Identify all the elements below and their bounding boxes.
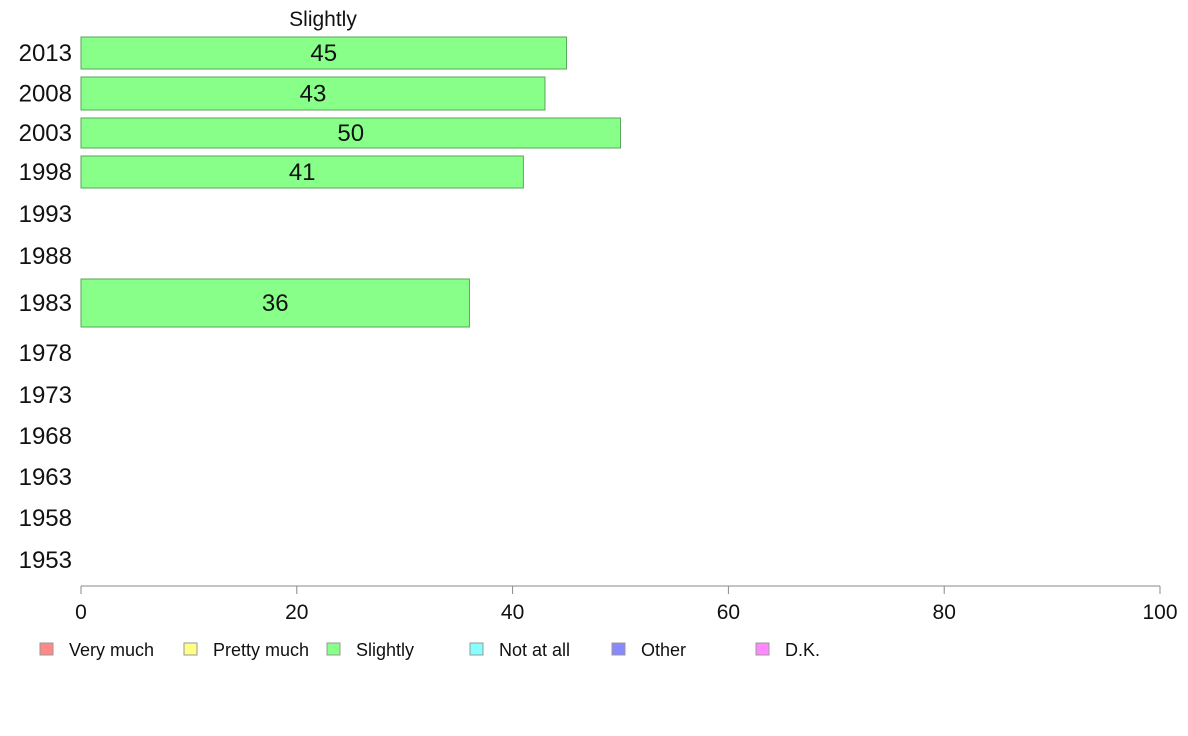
bar-1998 [80,155,524,189]
y-tick-label-1983: 1983 [19,290,72,317]
x-tick-label-100: 100 [1142,601,1177,624]
y-tick-label-1958: 1958 [19,505,72,532]
legend-label-5: D.K. [785,640,820,660]
y-tick-label-1968: 1968 [19,423,72,450]
bar-value-label-1983: 36 [262,290,289,317]
y-tick-label-2013: 2013 [19,40,72,67]
legend-label-1: Pretty much [213,640,309,660]
x-tick-label-60: 60 [717,601,740,624]
y-tick-label-2008: 2008 [19,81,72,108]
legend-swatch-4 [611,642,626,656]
legend-label-4: Other [641,640,686,660]
legend-swatch-3 [469,642,484,656]
bar-value-label-2003: 50 [337,120,364,147]
legend: Very much Pretty much Slightly Not at all Ot… [39,640,820,660]
bar-2013 [80,36,568,70]
y-tick-label-2003: 2003 [19,120,72,147]
legend-label-2: Slightly [356,640,414,660]
x-axis: 0 20 40 60 80 100 [75,585,1178,624]
y-tick-label-1953: 1953 [19,547,72,574]
legend-swatch-1 [183,642,198,656]
bar-2008 [80,76,546,111]
bar-value-label-2013: 45 [310,40,337,67]
x-tick-label-80: 80 [933,601,956,624]
legend-label-0: Very much [69,640,154,660]
bar-value-label-1998: 41 [289,159,316,186]
legend-swatch-2 [326,642,341,656]
y-tick-label-1963: 1963 [19,464,72,491]
x-tick-label-0: 0 [75,601,87,624]
x-tick-label-20: 20 [285,601,308,624]
y-axis-labels: 2013 2008 2003 1998 1993 1988 1983 1978 1973 1968… [19,40,72,574]
bar-value-label-2008: 43 [300,81,327,108]
legend-swatch-0 [39,642,54,656]
y-tick-label-1973: 1973 [19,382,72,409]
bars-group: 45 43 50 41 36 [80,36,621,328]
y-tick-label-1988: 1988 [19,243,72,270]
bar-1983 [80,278,470,328]
chart-title: Slightly [289,8,357,31]
x-tick-label-40: 40 [501,601,524,624]
y-tick-label-1993: 1993 [19,201,72,228]
legend-label-3: Not at all [499,640,570,660]
bar-2003 [80,117,621,149]
y-tick-label-1998: 1998 [19,159,72,186]
y-tick-label-1978: 1978 [19,340,72,367]
legend-swatch-5 [755,642,770,656]
